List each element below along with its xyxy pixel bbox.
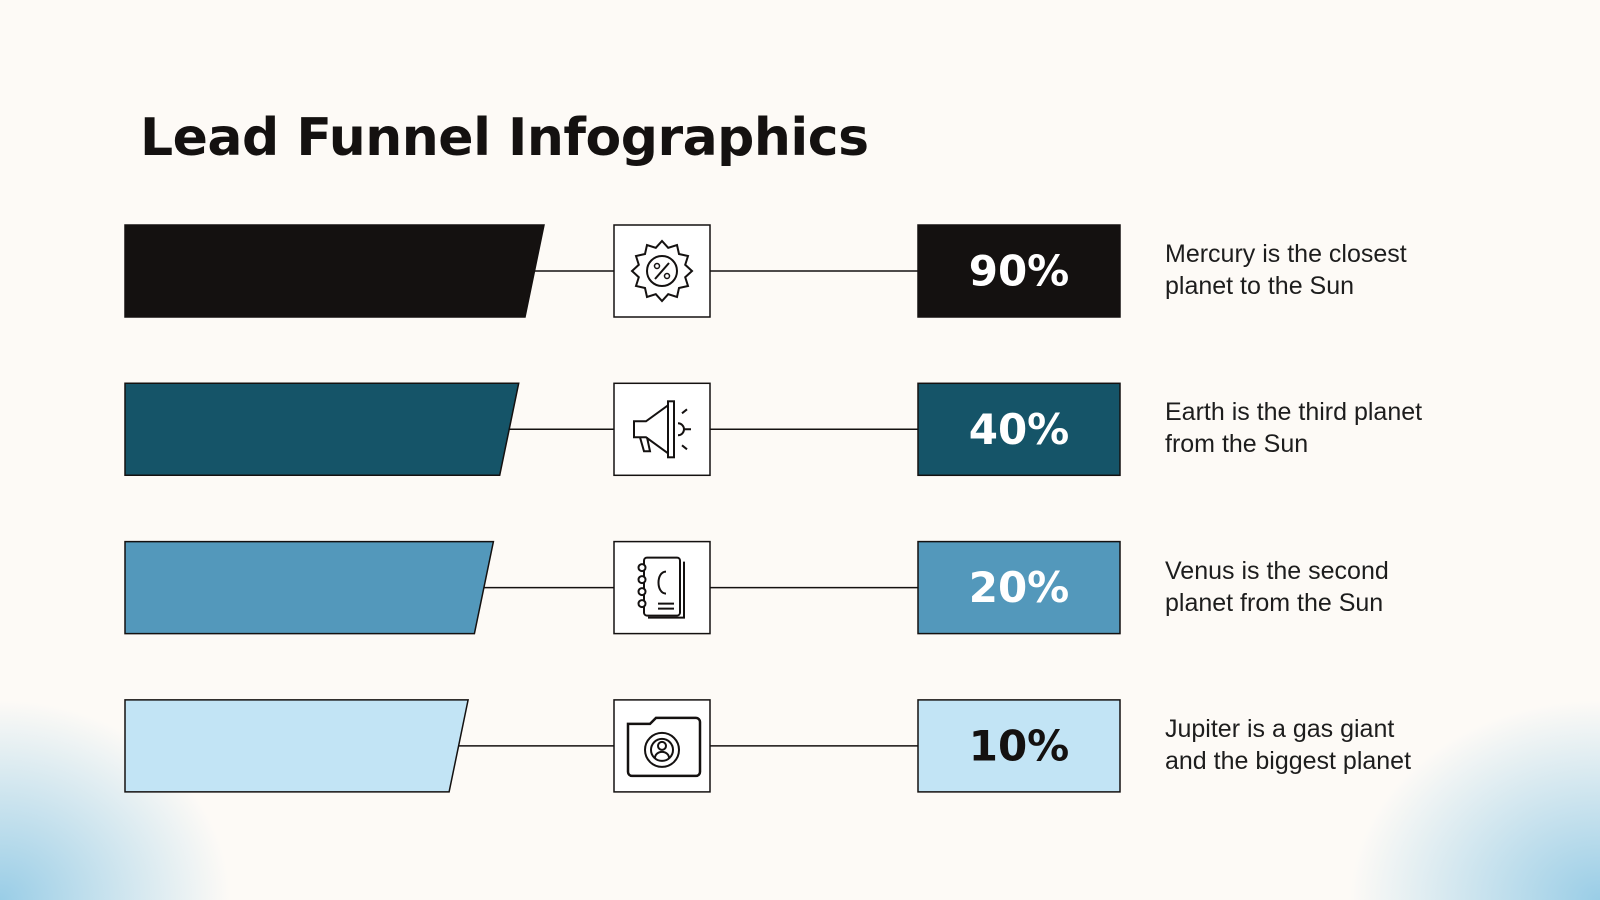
value-box [917,224,1121,318]
icon [630,239,694,303]
description: Earth is the third planet from the Sun [1165,396,1422,460]
icon-shape [657,740,667,751]
icon [633,400,691,459]
icon [637,556,685,619]
description: Mercury is the closest planet to the Sun [1165,238,1407,302]
icon-box [613,540,711,635]
description-line: and the biggest planet [1165,746,1412,775]
title: Lead Funnel Infographics [140,108,869,168]
value-label: 90% [969,247,1070,296]
icon-shape [654,750,670,759]
description-line: Mercury is the closest [1165,240,1407,268]
icon-shape [644,731,680,768]
icon-shape [677,408,691,451]
description: Venus is the second planet from the Sun [1165,555,1389,619]
description-line: planet from the Sun [1165,588,1384,617]
value-box [917,699,1121,793]
funnel-bar [124,540,495,635]
description-line: Venus is the second [1165,556,1389,585]
icon-shape [667,400,675,459]
funnel-bar [124,224,545,318]
icon-shape [630,239,694,303]
icon-shape [637,563,647,573]
icon-shape [654,262,670,280]
description-line: Earth is the third planet [1165,398,1423,427]
icon-box [613,382,711,477]
funnel-bar [124,699,470,793]
icon-shape [657,570,674,610]
funnel-bar [124,382,520,477]
icon-shape [648,561,685,619]
icon-shape [637,587,647,597]
description-line: Jupiter is a gas giant [1165,714,1395,743]
icon-shape [653,262,661,270]
value-box [917,540,1121,635]
value-box [917,382,1121,477]
value-label: 40% [969,405,1070,454]
icon-shape [646,255,678,287]
description: Jupiter is a gas giant and the biggest pl… [1165,713,1411,777]
icon [626,716,702,778]
description-line: from the Sun [1165,430,1309,459]
icon-shape [650,737,674,762]
icon-shape [626,716,702,778]
icon-shape [643,556,681,617]
description-line: planet to the Sun [1165,272,1355,300]
icon-shape [663,272,671,280]
value-label: 20% [969,563,1070,612]
value-label: 10% [969,721,1070,770]
icon-shape [637,599,647,609]
icon-shape [637,575,647,585]
